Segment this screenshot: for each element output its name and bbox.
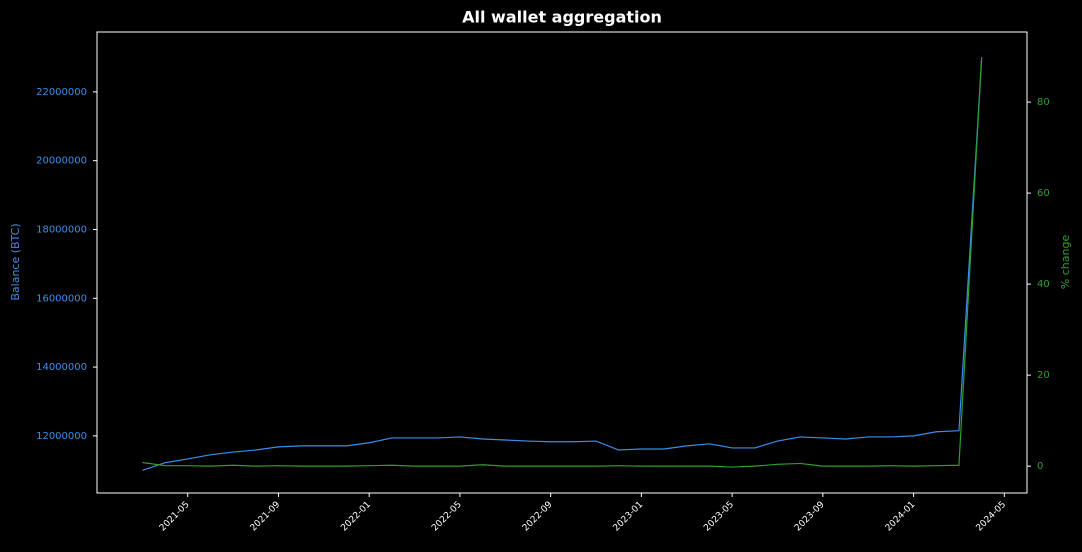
- y2-tick-label: 0: [1037, 461, 1043, 472]
- y-axis-label: Balance (BTC): [9, 223, 22, 300]
- chart-title: All wallet aggregation: [462, 8, 662, 27]
- y2-tick-label: 80: [1037, 97, 1050, 108]
- y-tick-label: 16000000: [36, 293, 87, 304]
- y-tick-label: 12000000: [36, 431, 87, 442]
- y-tick-label: 20000000: [36, 156, 87, 167]
- data-line: [142, 56, 983, 468]
- plot-frame: [96, 31, 1028, 494]
- y2-tick-label: 20: [1037, 370, 1050, 381]
- y2-tick-label: 60: [1037, 188, 1050, 199]
- y-tick-label: 14000000: [36, 362, 87, 373]
- y2-axis-label: % change: [1059, 235, 1072, 290]
- y-tick-label: 22000000: [36, 87, 87, 98]
- data-line: [142, 59, 983, 471]
- y2-tick-label: 40: [1037, 279, 1050, 290]
- y-tick-label: 18000000: [36, 224, 87, 235]
